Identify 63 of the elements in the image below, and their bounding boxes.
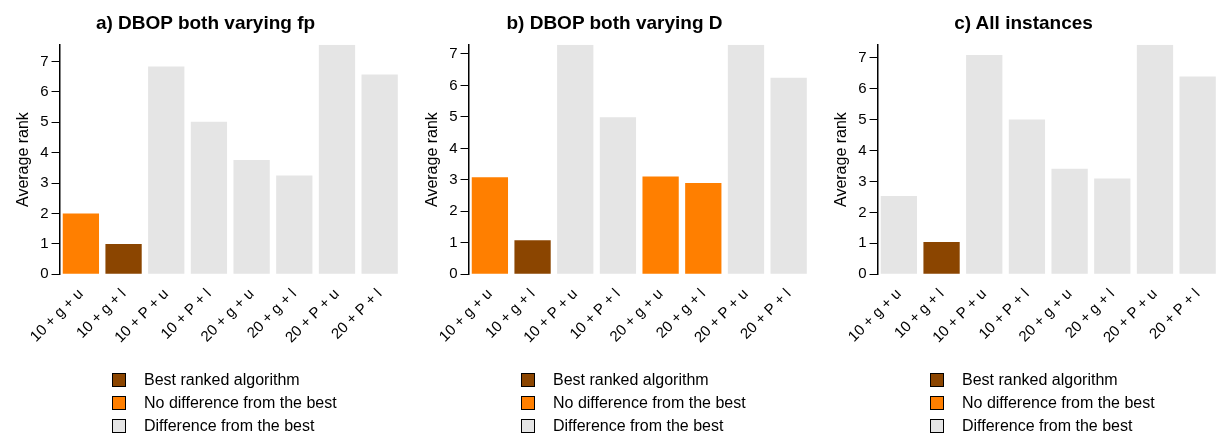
y-tick-label: 7 [858, 47, 867, 65]
y-axis-title: Average rank [423, 111, 441, 207]
y-tick-label: 2 [40, 203, 49, 221]
bar [148, 66, 185, 274]
bar [1008, 119, 1046, 274]
bar [599, 117, 637, 274]
y-tick-label: 2 [449, 201, 458, 219]
legend-label: No difference from the best [553, 393, 746, 412]
bar [1179, 76, 1216, 274]
bar [770, 77, 807, 274]
bar [276, 175, 313, 274]
y-tick-label: 1 [449, 232, 458, 250]
bar [557, 44, 594, 274]
y-tick-label: 7 [40, 51, 49, 69]
y-tick-label: 5 [40, 112, 49, 130]
y-tick-label: 3 [449, 170, 458, 188]
bar [1136, 44, 1174, 274]
y-tick-label: 6 [449, 75, 458, 93]
y-tick-label: 3 [40, 173, 49, 191]
bar [190, 121, 228, 274]
bar [1051, 168, 1088, 274]
y-tick-label: 1 [858, 233, 867, 251]
legend-label: Difference from the best [144, 416, 315, 434]
y-tick-label: 6 [858, 78, 867, 96]
y-tick-label: 4 [858, 140, 867, 158]
bar [880, 195, 918, 274]
y-tick-label: 4 [449, 138, 458, 156]
y-tick-label: 4 [40, 142, 49, 160]
y-tick-label: 2 [858, 202, 867, 220]
chart-title: c) All instances [954, 11, 1093, 33]
y-tick-label: 3 [858, 171, 867, 189]
bar [471, 177, 509, 274]
bar [105, 243, 142, 274]
bar [966, 55, 1003, 274]
y-tick-label: 0 [449, 264, 458, 282]
legend-label: Difference from the best [962, 416, 1133, 434]
y-tick-label: 5 [858, 109, 867, 127]
bar [514, 240, 551, 274]
legend-label: No difference from the best [962, 393, 1155, 412]
y-tick-label: 0 [858, 264, 867, 282]
bar [685, 183, 722, 274]
bar [233, 160, 270, 274]
legend-label: Best ranked algorithm [962, 370, 1118, 389]
y-axis-title: Average rank [14, 111, 32, 207]
bar [62, 213, 100, 274]
bar [318, 44, 356, 274]
chart-title: b) DBOP both varying D [506, 11, 723, 33]
bar [642, 176, 679, 274]
legend-label: Difference from the best [553, 416, 724, 434]
bar [923, 242, 960, 274]
y-tick-label: 7 [449, 44, 458, 62]
y-tick-label: 6 [40, 82, 49, 100]
y-tick-label: 5 [449, 107, 458, 125]
y-tick-label: 1 [40, 234, 49, 252]
legend-label: Best ranked algorithm [144, 370, 300, 389]
chart-title: a) DBOP both varying fp [95, 11, 316, 33]
legend-label: Best ranked algorithm [553, 370, 709, 389]
y-axis-title: Average rank [832, 111, 850, 207]
bar [1094, 178, 1131, 274]
bar [361, 74, 398, 274]
y-tick-label: 0 [40, 264, 49, 282]
bar [727, 44, 765, 274]
legend-label: No difference from the best [144, 393, 337, 412]
